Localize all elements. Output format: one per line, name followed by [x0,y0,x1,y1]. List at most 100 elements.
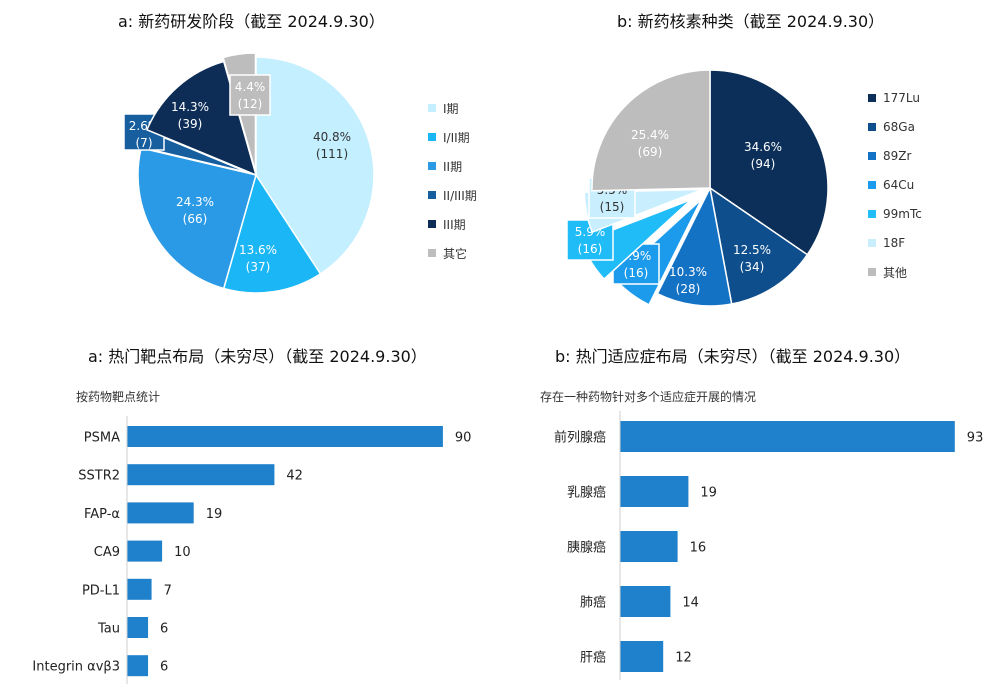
legend-label: I期 [443,101,459,116]
legend-item: 89Zr [868,144,922,168]
legend-swatch [868,152,876,160]
category-label: SSTR2 [78,469,120,484]
pie-slice-count: (16) [624,266,649,280]
legend-label: 其他 [883,265,908,280]
bar [127,426,443,447]
bar [127,655,149,677]
category-label: 肝癌 [580,650,606,666]
pie-slice-count: (37) [246,260,271,274]
pie-b: 34.6%(94)12.5%(34)10.3%(28)5.9%(16)5.9%(… [566,69,829,307]
bar-chart-a: PSMA 90 SSTR2 42 FAP-α 19 CA9 10 PD-L1 7 Tau 6 Integ… [32,416,471,684]
pie-slice [591,69,711,192]
category-label: PD-L1 [82,583,120,598]
data-label: 6 [160,622,168,637]
legend-item: 其他 [868,260,922,284]
legend-item: I/II期 [428,125,477,149]
pie-slice-count: (15) [600,200,625,214]
legend-swatch [868,268,876,276]
legend-swatch [868,94,876,102]
data-label: 10 [174,545,191,560]
pie-a: 40.8%(111)13.6%(37)24.3%(66)2.6%(7)14.3%… [123,52,375,294]
pie-slice-percent: 14.3% [171,100,209,114]
legend-item: 177Lu [868,86,922,110]
legend-swatch [428,191,436,199]
bar-chart-b: 前列腺癌 93 乳腺癌 19 胰腺癌 16 肺癌 14 肝癌 12 [554,411,983,680]
pie-b-legend: 177Lu 68Ga 89Zr 64Cu 99mTc 18F 其他 [868,86,922,289]
pie-slice-count: (7) [136,136,153,150]
bar [127,464,275,486]
pie-a-legend: I期 I/II期 II期 II/III期 III期其它 [428,96,477,270]
pie-slice [709,69,829,256]
data-label: 6 [160,660,168,675]
pie-slice-percent: 4.4% [235,80,266,94]
pie-slice [146,60,258,177]
pie-slice-percent: 24.3% [176,195,214,209]
data-label: 19 [206,507,223,522]
bar [620,531,678,562]
bar [620,641,664,672]
pie-slice-count: (39) [178,117,203,131]
legend-item: II/III期 [428,183,477,207]
bar [620,586,671,617]
pie-slice-count: (28) [676,282,701,296]
category-label: CA9 [94,545,120,560]
category-label: Tau [97,622,120,637]
data-label: 16 [690,541,707,556]
legend-item: 64Cu [868,173,922,197]
legend-swatch [428,133,436,141]
bar [620,421,955,452]
legend-label: 18F [883,236,906,250]
legend-item: II期 [428,154,477,178]
pie-slice-count: (16) [578,242,603,256]
data-label: 7 [164,583,172,598]
pie-slice-count: (12) [238,97,263,111]
legend-label: III期 [443,217,466,232]
category-label: Integrin αvβ3 [32,660,120,675]
data-label: 12 [675,651,692,666]
legend-swatch [428,162,436,170]
pie-slice-count: (69) [638,145,663,159]
legend-item: 68Ga [868,115,922,139]
pie-slice-count: (111) [316,147,348,161]
bar-b-title: b: 热门适应症布局（未穷尽）（截至 2024.9.30） [555,347,911,366]
pie-slice-count: (66) [183,212,208,226]
legend-swatch [428,249,436,257]
legend-item: 99mTc [868,202,922,226]
pie-slice [137,147,257,290]
category-label: 胰腺癌 [567,540,606,556]
bar-b-subtitle: 存在一种药物针对多个适应症开展的情况 [540,390,757,404]
legend-item: I期 [428,96,477,120]
pie-slice-count: (34) [740,260,765,274]
bar-a-title: a: 热门靶点布局（未穷尽）（截至 2024.9.30） [88,347,427,366]
pie-a-title: a: 新药研发阶段（截至 2024.9.30） [118,12,385,31]
data-label: 90 [455,431,472,446]
bar [127,502,194,524]
bar [620,476,689,507]
bar [127,578,152,600]
pie-slice-percent: 25.4% [631,128,669,142]
legend-swatch [428,220,436,228]
pie-slice-percent: 40.8% [313,130,351,144]
legend-label: 89Zr [883,149,912,163]
category-label: 前列腺癌 [554,430,606,446]
pie-slice-count: (94) [751,157,776,171]
legend-label: 64Cu [883,178,915,192]
category-label: 肺癌 [580,595,606,611]
data-label: 93 [967,431,984,446]
legend-swatch [868,210,876,218]
legend-swatch [868,123,876,131]
pie-slice-percent: 13.6% [239,243,277,257]
legend-label: 177Lu [883,91,920,105]
category-label: PSMA [84,431,120,446]
legend-item: 其它 [428,241,477,265]
legend-swatch [868,239,876,247]
pie-slice [656,185,733,307]
legend-label: I/II期 [443,130,470,145]
bar-a-subtitle: 按药物靶点统计 [76,390,161,404]
pie-label-box [229,74,271,116]
legend-swatch [868,181,876,189]
data-label: 14 [682,596,699,611]
legend-label: 68Ga [883,120,915,134]
legend-swatch [428,104,436,112]
